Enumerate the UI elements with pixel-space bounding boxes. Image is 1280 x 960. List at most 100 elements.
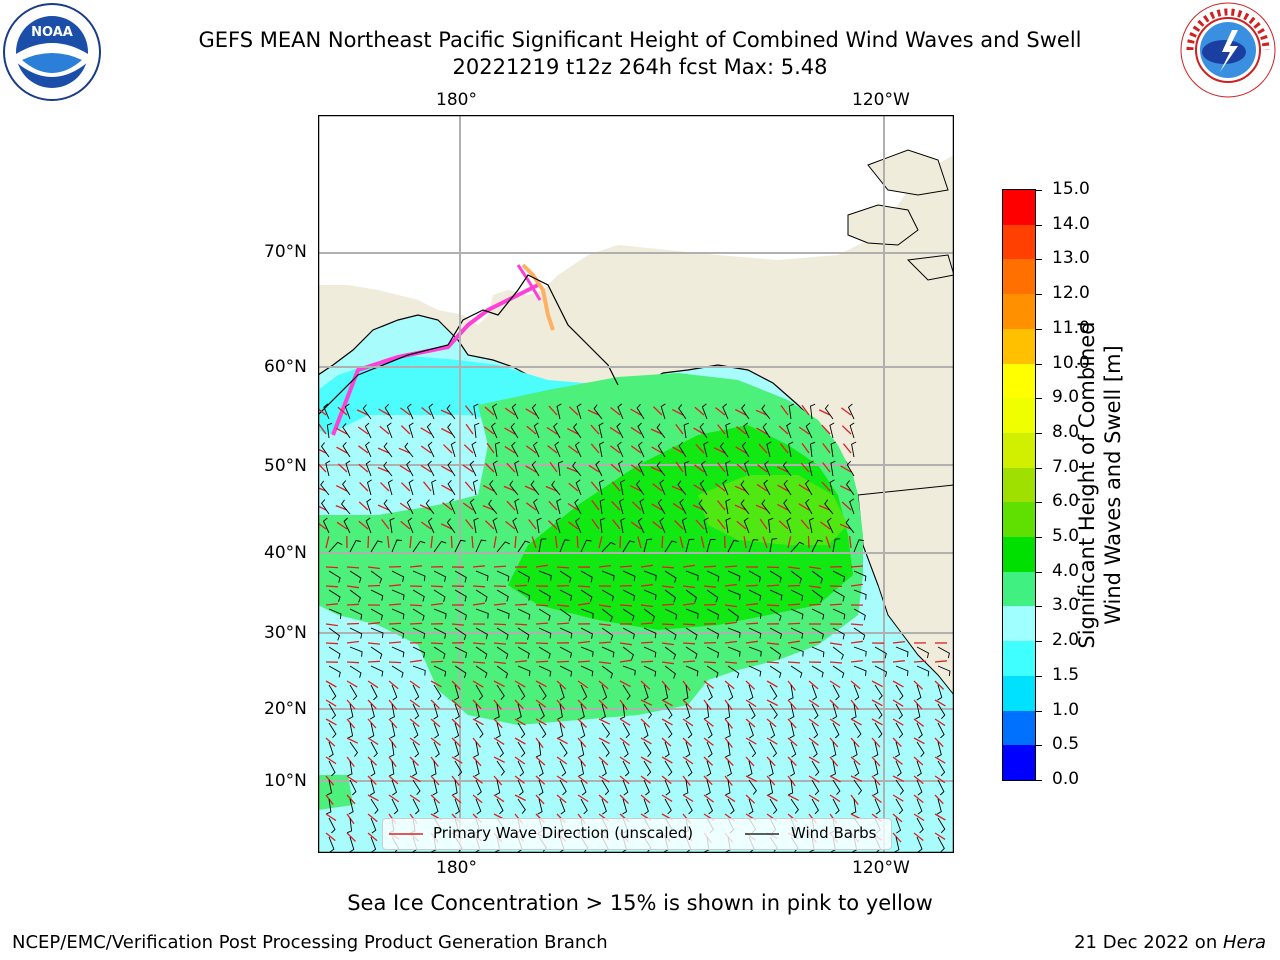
wave-arrow bbox=[821, 424, 831, 435]
wind-barb bbox=[873, 760, 879, 777]
wave-arrow bbox=[577, 602, 590, 606]
wave-arrow bbox=[871, 699, 883, 707]
wind-barb bbox=[832, 665, 845, 679]
wave-arrow bbox=[430, 699, 440, 709]
wave-arrow bbox=[757, 464, 768, 473]
wind-barb bbox=[598, 441, 605, 458]
wind-barb bbox=[454, 627, 467, 641]
wind-barb bbox=[824, 404, 834, 420]
wave-arrow bbox=[640, 622, 654, 625]
wave-arrow bbox=[715, 407, 726, 416]
wave-arrow bbox=[637, 536, 642, 549]
wind-barb bbox=[472, 479, 479, 496]
wind-barb bbox=[412, 703, 420, 720]
wave-arrow bbox=[451, 661, 465, 664]
colorbar-tick-mark bbox=[1036, 780, 1042, 781]
wave-arrow bbox=[514, 718, 526, 726]
wind-barb bbox=[851, 441, 857, 458]
colorbar-tick-label: 10.0 bbox=[1052, 352, 1090, 373]
wave-arrow bbox=[661, 535, 664, 549]
wind-barb bbox=[829, 479, 835, 496]
wind-barb bbox=[532, 441, 540, 458]
wave-arrow bbox=[913, 737, 925, 745]
wave-arrow bbox=[493, 536, 497, 549]
wave-arrow bbox=[377, 447, 390, 454]
wind-barb bbox=[664, 722, 673, 739]
wind-barb bbox=[328, 570, 341, 583]
wave-arrow bbox=[682, 756, 694, 765]
colorbar-segment bbox=[1003, 502, 1035, 538]
wave-arrow bbox=[471, 535, 474, 549]
wind-barb bbox=[622, 646, 634, 660]
wave-arrow bbox=[554, 536, 558, 549]
wind-barb bbox=[428, 403, 435, 420]
wind-barb bbox=[706, 722, 713, 739]
wind-barb bbox=[937, 760, 946, 777]
wave-arrow bbox=[531, 536, 537, 549]
wind-barb bbox=[412, 608, 425, 621]
wave-arrow bbox=[766, 756, 776, 767]
wave-arrow bbox=[367, 622, 380, 625]
wave-arrow bbox=[504, 446, 516, 454]
wave-arrow bbox=[675, 461, 684, 473]
wave-arrow bbox=[346, 794, 356, 805]
wave-arrow bbox=[934, 775, 946, 784]
wind-barb bbox=[643, 722, 649, 739]
wave-arrow bbox=[524, 485, 537, 492]
wind-barb bbox=[679, 498, 687, 515]
wind-barb bbox=[810, 441, 816, 458]
wind-barb bbox=[916, 817, 924, 834]
wind-barb bbox=[685, 760, 693, 777]
wind-barb bbox=[678, 441, 687, 458]
wind-barb bbox=[321, 499, 330, 515]
wave-arrow bbox=[798, 484, 810, 492]
wave-arrow bbox=[346, 566, 360, 569]
colorbar-segment bbox=[1003, 571, 1035, 607]
wave-arrow bbox=[556, 756, 568, 765]
wind-barb bbox=[643, 627, 657, 639]
wave-arrow bbox=[724, 718, 734, 729]
wind-barb bbox=[811, 703, 819, 720]
wind-barb bbox=[937, 684, 943, 701]
wind-barb bbox=[510, 422, 519, 439]
wind-barb bbox=[622, 540, 635, 553]
wind-barb bbox=[370, 540, 383, 553]
wave-arrow bbox=[850, 756, 861, 766]
wave-arrow bbox=[766, 699, 778, 707]
wave-arrow bbox=[315, 504, 327, 511]
wave-arrow bbox=[700, 536, 705, 549]
colorbar-segment bbox=[1003, 675, 1035, 711]
wave-arrow bbox=[493, 680, 505, 688]
wave-arrow bbox=[577, 794, 589, 803]
colorbar-label-line2: Wind Waves and Swell [m] bbox=[1101, 345, 1125, 625]
wind-barb bbox=[433, 627, 447, 639]
wave-arrow bbox=[745, 794, 756, 804]
wave-arrow bbox=[556, 699, 566, 710]
wind-barb bbox=[683, 684, 689, 701]
wave-arrow bbox=[514, 699, 524, 710]
wave-arrow bbox=[630, 408, 642, 416]
wind-barb bbox=[580, 608, 594, 619]
wave-arrow bbox=[766, 737, 778, 745]
wind-barb bbox=[412, 722, 419, 739]
colorbar-segment bbox=[1003, 537, 1035, 572]
wave-arrow bbox=[567, 502, 579, 511]
wave-arrow bbox=[590, 424, 600, 435]
wind-barb bbox=[593, 404, 603, 420]
wave-arrow bbox=[756, 483, 768, 492]
wind-barb bbox=[916, 779, 923, 796]
wave-arrow bbox=[464, 405, 474, 416]
chart-subtitle: 20221219 t12z 264h fcst Max: 5.48 bbox=[452, 55, 828, 79]
wave-arrow bbox=[850, 775, 863, 782]
wave-arrow bbox=[787, 718, 797, 729]
vector-field bbox=[314, 403, 951, 853]
wave-arrow bbox=[934, 756, 946, 764]
wave-arrow bbox=[724, 640, 737, 644]
wind-barb bbox=[536, 517, 542, 534]
wind-barb bbox=[325, 460, 331, 477]
wind-barb bbox=[766, 441, 772, 458]
wind-barb bbox=[664, 779, 671, 796]
wind-barb bbox=[496, 589, 509, 602]
wind-barb bbox=[851, 798, 857, 815]
wind-barb bbox=[722, 403, 729, 420]
